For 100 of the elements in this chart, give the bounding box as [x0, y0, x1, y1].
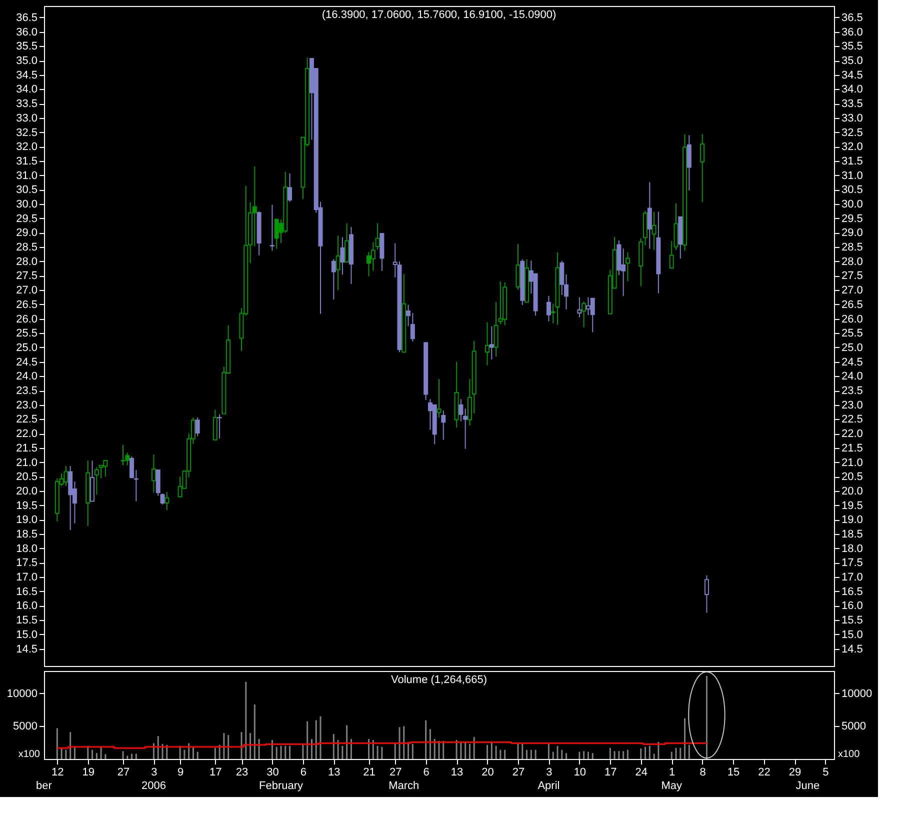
y-tick-label: 32.0: [16, 141, 38, 154]
y-tick-label: 27.5: [16, 270, 38, 282]
x-tick-label: 1: [669, 766, 676, 778]
x-tick-label: 19: [82, 766, 95, 778]
x-tick-label: 27: [389, 766, 402, 778]
candlestick: [64, 465, 68, 487]
y-tick-label: 26.5: [16, 298, 38, 311]
candlestick: [485, 322, 490, 366]
x-tick-label: 15: [727, 766, 740, 778]
y-tick-label: 30.0: [16, 198, 38, 210]
candlestick: [546, 295, 551, 322]
y2-tick-label: 29.0: [842, 227, 863, 240]
y-tick-label: 31.0: [16, 170, 38, 182]
x-tick-label: 12: [52, 766, 64, 778]
x2-tick-label: June: [796, 780, 820, 792]
y2-tick-label: 30.0: [842, 198, 863, 210]
y-tick-label: 18.5: [16, 528, 38, 540]
y2-tick-label: 24.0: [842, 370, 863, 383]
y2-tick-label: 32.5: [842, 126, 863, 139]
x2-tick-label: April: [538, 780, 560, 792]
candlestick: [151, 454, 156, 494]
candlestick: [647, 182, 652, 250]
y-tick-label: 14.5: [16, 643, 38, 656]
y2-tick-label: 28.0: [842, 256, 863, 268]
y-tick-label: 18.0: [16, 542, 38, 555]
y-tick-label: 32.5: [16, 126, 38, 139]
y2-tick-label: 34.0: [842, 84, 863, 96]
y2-tick-label: 26.5: [842, 298, 863, 311]
y-tick-label: 33.0: [16, 112, 38, 124]
x-tick-label: 17: [604, 766, 617, 778]
y2-tick-label: 15.0: [842, 628, 863, 641]
y-tick-label: 35.0: [16, 55, 38, 68]
x-tick-label: 8: [700, 766, 706, 778]
y2-tick-label: 17.0: [842, 572, 863, 584]
x-tick-label: 22: [758, 766, 770, 778]
y-tick-label: 16.5: [16, 586, 38, 598]
candlestick: [375, 222, 380, 250]
y-tick-label: 17.5: [16, 557, 38, 570]
y-tick-label: 21.5: [16, 442, 38, 454]
candlestick: [458, 398, 464, 422]
candlestick: [441, 410, 446, 440]
x-tick-label: 6: [423, 766, 430, 778]
x-tick-label: 17: [210, 766, 222, 778]
candlestick: [288, 172, 292, 202]
candlestick: [560, 260, 564, 296]
y-tick-label: 21.0: [16, 456, 38, 469]
y2-tick-label: 20.0: [842, 485, 863, 498]
y2-tick-label: 21.0: [842, 456, 863, 469]
x-tick-label: 13: [328, 766, 340, 778]
y2-tick-label: 27.0: [842, 284, 863, 297]
y-tick-label: 17.0: [16, 572, 38, 584]
candlestick: [344, 222, 350, 262]
y-tick-label: 35.5: [16, 40, 38, 53]
y2-tick-label: 31.0: [842, 170, 863, 182]
y2-tick-label: 19.0: [842, 514, 863, 526]
y2-tick-label: 33.0: [842, 112, 863, 124]
candlestick: [212, 409, 218, 440]
y2-tick-label: 25.0: [842, 342, 863, 354]
y2-tick-label: 35.0: [842, 55, 863, 68]
x-tick-label: 3: [546, 766, 552, 778]
y2-tick-label: 33.5: [842, 98, 863, 110]
y2-tick-label: 5000: [842, 720, 866, 733]
candlestick: [164, 491, 170, 511]
x2-tick-label: 2006: [141, 780, 166, 792]
x2-tick-label: May: [661, 780, 682, 792]
y2-tick-label: 27.5: [842, 270, 863, 282]
candlestick: [160, 493, 165, 505]
y-tick-label: 29.5: [16, 212, 38, 225]
chart-title: (16.3900, 17.0600, 15.7600, 16.9100, -15.0900): [322, 9, 556, 21]
y2-tick-label: 21.5: [842, 442, 863, 454]
x-tick-label: 27: [512, 766, 525, 778]
y-tick-label: 34.0: [16, 84, 38, 96]
x-tick-label: 20: [482, 766, 494, 778]
chart-title: Volume (1,264,665): [390, 674, 488, 686]
candlestick: [68, 465, 73, 530]
y2-tick-label: 23.0: [842, 399, 863, 412]
candlestick: [625, 252, 630, 282]
candlestick: [489, 326, 494, 360]
y-tick-label: 19.5: [16, 500, 38, 512]
x-tick-label: 21: [363, 766, 376, 778]
y2-tick-label: 10000: [842, 688, 872, 700]
x-tick-label: 29: [788, 766, 802, 778]
y-tick-label: 15.0: [16, 628, 38, 641]
y2-tick-label: 32.0: [842, 141, 863, 154]
candlestick: [336, 235, 340, 291]
candlestick: [704, 574, 709, 614]
y-tick-label: 5000: [13, 720, 38, 733]
y2-tick-label: 29.5: [842, 212, 863, 225]
y-tick-label: 31.5: [16, 155, 38, 168]
text: x100: [838, 749, 860, 760]
y-tick-label: 28.5: [16, 242, 38, 254]
x2-tick-label: March: [388, 780, 420, 792]
y2-tick-label: 22.5: [842, 414, 863, 426]
y2-tick-label: 36.0: [842, 26, 863, 38]
candlestick: [494, 302, 498, 358]
y2-tick-label: 31.5: [842, 155, 863, 168]
candlestick: [700, 134, 705, 202]
y2-tick-label: 30.5: [842, 184, 863, 196]
y2-tick-label: 17.5: [842, 557, 863, 570]
y2-tick-label: 18.0: [842, 542, 863, 555]
